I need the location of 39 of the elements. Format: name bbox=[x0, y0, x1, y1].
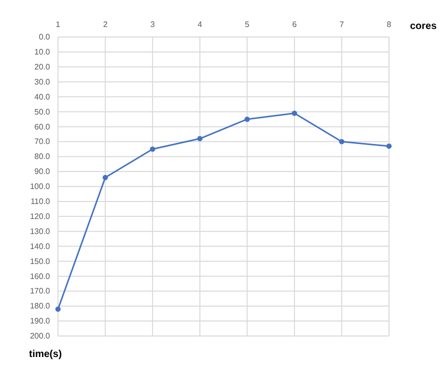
point bbox=[292, 110, 298, 116]
y-tick-label: 150.0 bbox=[30, 256, 51, 266]
y-tick-label: 130.0 bbox=[30, 226, 51, 236]
y-tick-label: 90.0 bbox=[34, 167, 51, 176]
y-tick-label: 200.0 bbox=[30, 332, 51, 341]
x-tick-label: 8 bbox=[386, 20, 392, 29]
y-tick-label: 120.0 bbox=[30, 212, 51, 221]
y-tick-label: 60.0 bbox=[34, 122, 51, 132]
y-tick-label: 0.0 bbox=[38, 32, 51, 42]
y-tick-label: 10.0 bbox=[34, 48, 51, 57]
x-tick-label: 6 bbox=[292, 20, 298, 29]
y-tick-label: 160.0 bbox=[30, 272, 51, 281]
point bbox=[197, 136, 203, 142]
y-tick-label: 70.0 bbox=[34, 137, 51, 146]
x-axis-title: cores bbox=[410, 21, 438, 32]
x-tick-label: 1 bbox=[56, 20, 61, 29]
y-axis-title: time(s) bbox=[29, 349, 62, 360]
point bbox=[102, 174, 108, 180]
y-tick-label: 190.0 bbox=[30, 316, 51, 326]
point bbox=[150, 146, 156, 152]
x-tick-label: 3 bbox=[150, 20, 156, 29]
y-tick-label: 180.0 bbox=[30, 302, 51, 311]
y-tick-label: 100.0 bbox=[30, 182, 51, 192]
y-tick-label: 140.0 bbox=[30, 242, 51, 251]
x-tick-label: 7 bbox=[339, 20, 344, 29]
y-tick-label: 50.0 bbox=[34, 107, 51, 116]
x-tick-label: 5 bbox=[244, 20, 250, 29]
point bbox=[386, 143, 392, 149]
y-tick-label: 80.0 bbox=[34, 152, 51, 162]
y-tick-label: 110.0 bbox=[30, 197, 51, 206]
y-tick-label: 40.0 bbox=[34, 92, 51, 102]
x-tick-label: 2 bbox=[103, 20, 108, 29]
y-tick-label: 170.0 bbox=[30, 286, 51, 296]
y-tick-label: 30.0 bbox=[34, 77, 51, 86]
y-tick-label: 20.0 bbox=[34, 62, 51, 72]
point bbox=[244, 116, 250, 122]
x-tick-label: 4 bbox=[198, 20, 203, 29]
point bbox=[339, 139, 344, 144]
point bbox=[55, 306, 61, 312]
